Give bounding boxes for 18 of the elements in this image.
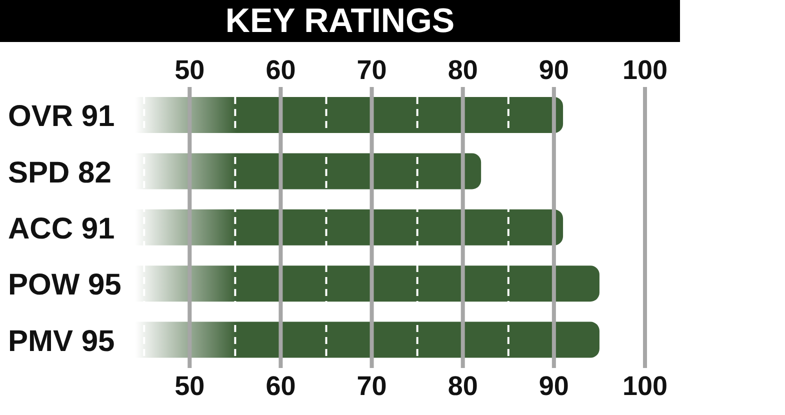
x-tick-label: 50 [174,371,205,402]
x2-tick-label: 90 [538,55,569,85]
chart-title: KEY RATINGS [0,0,680,42]
x-tick-label: 80 [448,371,478,402]
x-tick-label: 100 [622,371,668,402]
x2-tick-label: 70 [356,55,387,85]
y-tick-label: POW 95 [8,268,122,302]
x-tick-label: 60 [266,371,296,402]
y-tick-label: PMV 95 [8,324,115,358]
x-tick-label: 70 [356,371,387,402]
x2-tick-label: 100 [622,55,668,85]
y-tick-label: SPD 82 [8,156,112,190]
y-tick-label: ACC 91 [8,212,115,246]
x2-tick-label: 80 [448,55,478,85]
x2-tick-label: 60 [266,55,296,85]
x2-tick-label: 50 [174,55,205,85]
y-tick-label: OVR 91 [8,100,115,134]
x-tick-label: 90 [538,371,569,402]
